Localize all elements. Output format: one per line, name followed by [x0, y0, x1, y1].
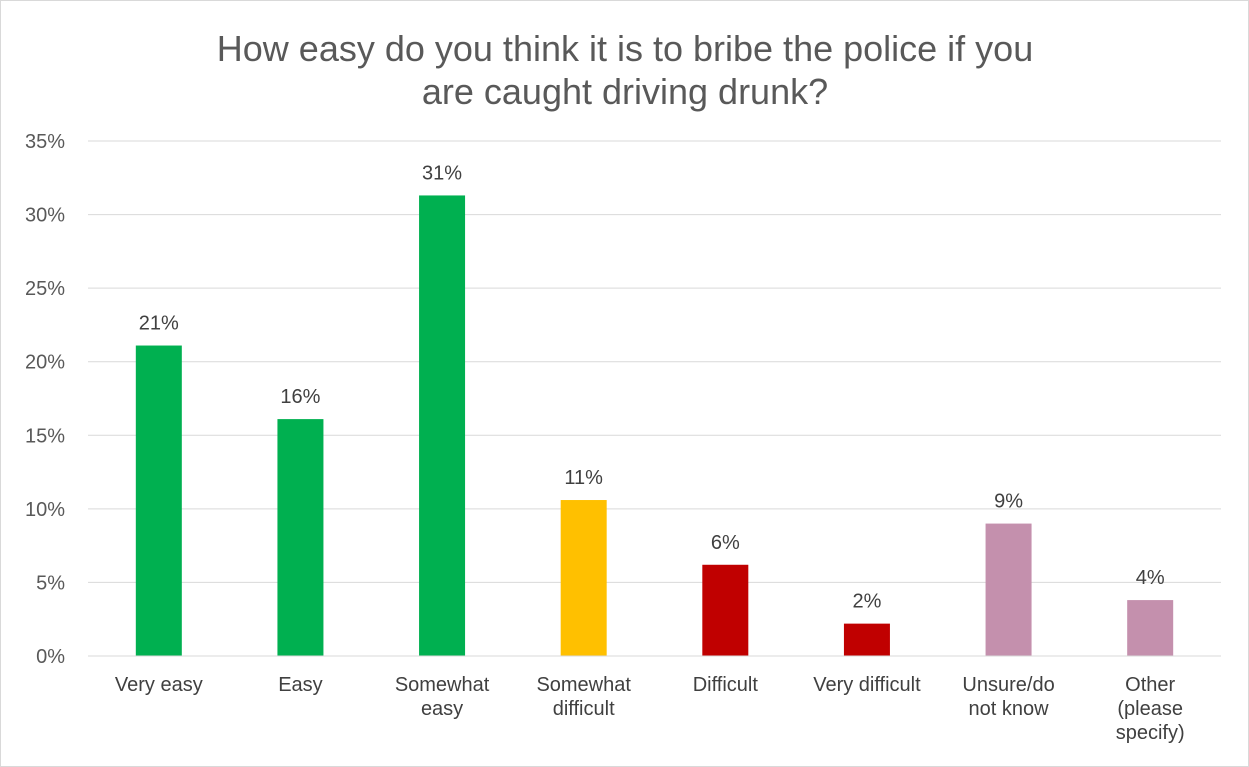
data-label: 16%: [280, 386, 320, 408]
bar: [135, 345, 182, 656]
data-label: 31%: [422, 162, 462, 184]
y-axis-tick-labels: 0% 5% 10% 15% 20% 25% 30% 35%: [25, 131, 65, 668]
x-axis-category-labels: Very easy Easy SomewhateasySomewhatdifficu…: [115, 674, 1185, 744]
gridlines: [88, 140, 1221, 583]
y-tick-label: 35%: [25, 131, 65, 153]
category-label: Very easy: [115, 674, 203, 696]
category-label: not know: [969, 698, 1050, 720]
y-tick-label: 30%: [25, 205, 65, 227]
bar: [702, 564, 749, 656]
chart-title-line: are caught driving drunk?: [422, 71, 828, 112]
data-label: 9%: [994, 491, 1023, 513]
data-labels: 21% 16% 31% 11% 6% 2% 9% 4%: [139, 162, 1165, 612]
category-label: Very difficult: [813, 674, 921, 696]
category-label: Easy: [278, 674, 322, 696]
category-label: specify): [1116, 722, 1185, 744]
category-label: Somewhat: [536, 674, 631, 696]
bar: [277, 419, 324, 656]
chart-title: How easy do you think it is to bribe the…: [217, 28, 1033, 112]
category-label: difficult: [553, 698, 615, 720]
y-tick-label: 25%: [25, 278, 65, 300]
y-tick-label: 10%: [25, 499, 65, 521]
data-label: 6%: [711, 532, 740, 554]
data-label: 21%: [139, 313, 179, 335]
y-tick-label: 5%: [36, 572, 65, 594]
category-label: Difficult: [693, 674, 759, 696]
data-label: 2%: [852, 591, 881, 613]
y-tick-label: 0%: [36, 646, 65, 668]
category-label: Somewhat: [395, 674, 490, 696]
category-label: Unsure/do: [962, 674, 1054, 696]
bar: [1127, 600, 1174, 656]
bar: [843, 623, 890, 656]
bars: [135, 195, 1174, 656]
bar: [985, 523, 1032, 656]
category-label: easy: [421, 698, 463, 720]
data-label: 11%: [564, 467, 603, 489]
data-label: 4%: [1136, 567, 1165, 589]
bar: [419, 195, 466, 656]
category-label: (please: [1117, 698, 1183, 720]
y-tick-label: 15%: [25, 425, 65, 447]
chart-title-line: How easy do you think it is to bribe the…: [217, 28, 1033, 69]
bar: [560, 500, 607, 656]
category-label: Other: [1125, 674, 1175, 696]
y-tick-label: 20%: [25, 352, 65, 374]
